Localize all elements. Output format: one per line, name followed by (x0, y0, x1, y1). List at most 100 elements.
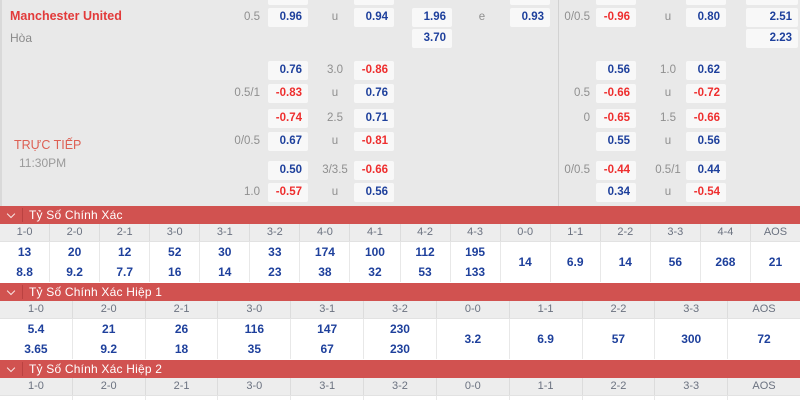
odds-value[interactable]: -0.66 (596, 84, 636, 103)
score-odds-value[interactable]: 230 (389, 342, 410, 356)
odds-value[interactable]: 0.93 (510, 8, 550, 27)
score-column: 147 67 (291, 319, 365, 359)
section-header-bar[interactable]: Tỷ Số Chính Xác Hiệp 1 (0, 283, 800, 301)
score-odds-value[interactable]: 14 (218, 265, 232, 279)
odds-value[interactable]: 0.76 (354, 84, 394, 103)
score-column (291, 396, 365, 400)
score-odds-value[interactable]: 8.8 (16, 265, 33, 279)
score-odds-value[interactable]: 3.65 (24, 342, 48, 356)
section-header-bar[interactable]: Tỷ Số Chính Xác (0, 206, 800, 224)
line-label: 1.0 (660, 64, 676, 76)
score-odds-value[interactable]: 21 (102, 322, 116, 336)
odds-value[interactable]: -0.66 (686, 109, 726, 128)
score-odds-value[interactable]: 230 (389, 322, 410, 336)
score-odds-value[interactable]: 20 (67, 245, 82, 259)
odds-value[interactable]: 0.55 (596, 132, 636, 151)
score-odds-value[interactable]: 268 (715, 255, 736, 269)
score-odds-value[interactable]: 52 (168, 245, 182, 259)
score-header-cell: 3-0 (150, 224, 201, 241)
score-section: Tỷ Số Chính Xác Hiệp 2 1-0 2-0 2-1 3-0 3-1 3-2… (0, 360, 800, 400)
score-odds-value[interactable]: 195 (465, 245, 486, 259)
score-odds-value[interactable]: 21 (768, 255, 783, 269)
odds-value[interactable]: 1.96 (412, 8, 452, 27)
odds-value[interactable]: 0.44 (686, 161, 726, 180)
score-odds-value[interactable]: 6.9 (566, 255, 584, 269)
cutoff-odds-box (686, 0, 726, 5)
odds-value[interactable]: 0.96 (268, 8, 308, 27)
score-odds-value[interactable]: 67 (320, 342, 334, 356)
score-odds-value[interactable]: 12 (117, 245, 132, 259)
odds-value[interactable]: 0.56 (596, 61, 636, 80)
odds-value[interactable]: 2.51 (746, 8, 798, 27)
score-odds-value[interactable]: 30 (218, 245, 232, 259)
score-section: Tỷ Số Chính Xác Hiệp 1 1-0 2-0 2-1 3-0 3-1 3-2… (0, 283, 800, 359)
score-odds-value[interactable]: 23 (268, 265, 282, 279)
odds-value[interactable]: 3.70 (412, 29, 452, 48)
score-odds-value[interactable]: 7.7 (116, 265, 133, 279)
odds-value[interactable]: -0.74 (268, 109, 308, 128)
odds-value[interactable]: -0.96 (596, 8, 636, 27)
odds-value[interactable]: 0.76 (268, 61, 308, 80)
score-odds-value[interactable]: 147 (317, 322, 338, 336)
score-section: Tỷ Số Chính Xác 1-0 2-0 2-1 3-0 3-1 3-2 4-0 4-1 4… (0, 206, 800, 282)
score-header-cell: 2-1 (100, 224, 151, 241)
odds-value[interactable]: 0.80 (686, 8, 726, 27)
score-odds-value[interactable]: 9.2 (100, 342, 118, 356)
score-odds-value[interactable]: 5.4 (27, 322, 45, 336)
odds-value[interactable]: 0.56 (354, 183, 394, 202)
score-column: 13 8.8 (0, 242, 51, 282)
score-odds-value[interactable]: 56 (668, 255, 683, 269)
odds-value[interactable]: 0.71 (354, 109, 394, 128)
odds-value[interactable]: 0.56 (686, 132, 726, 151)
odds-value[interactable]: 0.34 (596, 183, 636, 202)
odds-value[interactable]: 0.67 (268, 132, 308, 151)
odds-value[interactable]: -0.54 (686, 183, 726, 202)
score-odds-value[interactable]: 3.2 (464, 332, 482, 346)
score-odds-value[interactable]: 18 (174, 342, 189, 356)
section-header-bar[interactable]: Tỷ Số Chính Xác Hiệp 2 (0, 360, 800, 378)
odds-value[interactable]: -0.66 (354, 161, 394, 180)
score-odds-value[interactable]: 35 (247, 342, 262, 356)
score-odds-value[interactable]: 53 (418, 265, 432, 279)
score-header-cell: 4-0 (300, 224, 351, 241)
score-odds-value[interactable]: 33 (268, 245, 282, 259)
odds-value[interactable]: 0.62 (686, 61, 726, 80)
odds-value[interactable]: -0.72 (686, 84, 726, 103)
score-odds-value[interactable]: 116 (244, 322, 265, 336)
line-label: 0.5/1 (655, 164, 681, 176)
odds-value[interactable]: 2.23 (746, 29, 798, 48)
score-odds-value[interactable]: 14 (618, 255, 632, 269)
score-odds-value[interactable]: 26 (174, 322, 189, 336)
odds-value[interactable]: -0.83 (268, 84, 308, 103)
score-odds-value[interactable]: 57 (611, 332, 626, 346)
odds-value[interactable]: -0.65 (596, 109, 636, 128)
score-odds-value[interactable]: 32 (368, 265, 382, 279)
score-odds-value[interactable]: 100 (364, 245, 385, 259)
odds-value[interactable]: -0.81 (354, 132, 394, 151)
score-header-cell: 3-2 (250, 224, 301, 241)
score-odds-value[interactable]: 16 (168, 265, 182, 279)
score-odds-value[interactable]: 9.2 (66, 265, 83, 279)
score-odds-value[interactable]: 72 (757, 332, 771, 346)
score-odds-value[interactable]: 300 (681, 332, 702, 346)
cutoff-odds-box (596, 0, 636, 5)
score-odds-value[interactable]: 14 (518, 255, 532, 269)
score-column: 33 23 (250, 242, 301, 282)
odds-value[interactable]: 0.94 (354, 8, 394, 27)
line-label: 1.0 (244, 186, 260, 198)
score-column: 57 (583, 319, 656, 359)
score-odds-value[interactable]: 38 (318, 265, 332, 279)
score-odds-value[interactable]: 112 (415, 245, 435, 259)
odds-value[interactable]: -0.57 (268, 183, 308, 202)
line-label: 0/0.5 (234, 135, 260, 147)
score-odds-value[interactable]: 174 (314, 245, 335, 259)
score-column: 100 32 (350, 242, 401, 282)
odds-value[interactable]: -0.86 (354, 61, 394, 80)
odds-value[interactable]: -0.44 (596, 161, 636, 180)
score-column: 174 38 (300, 242, 351, 282)
score-odds-value[interactable]: 133 (465, 265, 486, 279)
score-odds-value[interactable]: 13 (17, 245, 32, 259)
odds-value[interactable]: 0.50 (268, 161, 308, 180)
score-odds-value[interactable]: 6.9 (537, 332, 554, 346)
score-header-cell: 3-2 (364, 301, 437, 318)
